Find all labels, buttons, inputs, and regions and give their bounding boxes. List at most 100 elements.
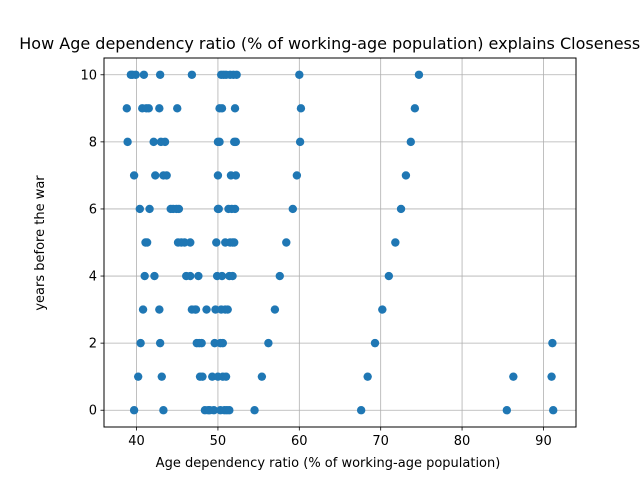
scatter-point <box>295 70 304 79</box>
scatter-point <box>282 238 291 247</box>
scatter-point <box>295 137 305 147</box>
scatter-point <box>223 305 232 314</box>
scatter-point <box>250 406 259 415</box>
scatter-point <box>384 271 394 281</box>
scatter-point <box>509 372 518 381</box>
scatter-point <box>221 372 231 381</box>
scatter-point <box>217 104 227 113</box>
scatter-point <box>173 104 182 113</box>
x-tick-label: 70 <box>372 434 389 449</box>
scatter-point <box>370 338 380 348</box>
scatter-points <box>122 70 558 415</box>
scatter-point <box>414 70 424 79</box>
scatter-point <box>129 171 139 180</box>
scatter-point <box>149 137 158 147</box>
scatter-point <box>122 104 131 113</box>
scatter-point <box>548 338 557 348</box>
scatter-point <box>129 406 139 415</box>
scatter-point <box>547 372 556 381</box>
scatter-point <box>136 338 145 348</box>
scatter-point <box>155 104 164 113</box>
scatter-point <box>230 104 240 113</box>
scatter-point <box>218 338 228 348</box>
scatter-point <box>232 70 241 79</box>
scatter-point <box>135 204 145 214</box>
scatter-point <box>140 271 149 281</box>
x-axis-label: Age dependency ratio (% of working-age p… <box>156 456 501 471</box>
scatter-point <box>406 137 415 147</box>
scatter-point <box>139 70 149 79</box>
scatter-point <box>174 204 184 214</box>
scatter-point <box>155 338 165 348</box>
x-tick-label: 80 <box>454 434 471 449</box>
scatter-point <box>197 338 206 348</box>
scatter-point <box>231 171 241 180</box>
x-tick-label: 60 <box>291 434 308 449</box>
scatter-point <box>410 104 420 113</box>
scatter-point <box>194 271 203 281</box>
y-tick-label: 4 <box>89 270 97 285</box>
plot-frame <box>103 57 577 428</box>
axis-ticks: 40 50 60 70 80 90 0 2 4 6 8 10 <box>80 68 551 449</box>
scatter-point <box>401 171 411 180</box>
scatter-point <box>288 204 297 214</box>
y-tick-label: 8 <box>89 135 97 150</box>
scatter-point <box>187 70 197 79</box>
scatter-point <box>363 372 372 381</box>
scatter-point <box>155 70 165 79</box>
scatter-point <box>502 406 512 415</box>
scatter-point <box>150 271 159 281</box>
scatter-point <box>162 171 171 180</box>
scatter-point <box>292 171 302 180</box>
scatter-point <box>198 372 207 381</box>
scatter-point <box>133 372 143 381</box>
scatter-point <box>191 305 201 314</box>
scatter-point <box>230 204 240 214</box>
x-tick-label: 50 <box>210 434 227 449</box>
y-tick-label: 2 <box>89 337 97 352</box>
scatter-point <box>231 137 241 147</box>
y-axis-label: years before the war <box>33 175 48 311</box>
scatter-point <box>123 137 132 147</box>
scatter-point <box>145 204 154 214</box>
scatter-point <box>396 204 406 214</box>
scatter-point <box>391 238 400 247</box>
scatter-point <box>228 271 237 281</box>
scatter-point <box>270 305 280 314</box>
scatter-point <box>142 238 152 247</box>
scatter-point <box>212 238 221 247</box>
x-tick-label: 90 <box>535 434 552 449</box>
y-tick-label: 6 <box>89 202 97 217</box>
scatter-point <box>138 305 148 314</box>
scatter-point <box>230 238 239 247</box>
scatter-point <box>215 137 224 147</box>
scatter-point <box>275 271 284 281</box>
x-tick-label: 40 <box>128 434 145 449</box>
chart-title: How Age dependency ratio (% of working-a… <box>19 34 640 53</box>
scatter-point <box>225 406 234 415</box>
scatter-point <box>151 171 160 180</box>
scatter-point <box>131 70 140 79</box>
scatter-point <box>264 338 273 348</box>
scatter-point <box>186 271 195 281</box>
scatter-point <box>213 171 223 180</box>
scatter-point <box>214 204 223 214</box>
scatter-point <box>549 406 558 415</box>
y-tick-label: 0 <box>89 404 97 419</box>
scatter-point <box>160 137 170 147</box>
scatter-point <box>159 406 168 415</box>
scatter-point <box>157 372 166 381</box>
scatter-point <box>378 305 387 314</box>
scatter-point <box>144 104 153 113</box>
scatter-point <box>202 305 211 314</box>
scatter-point <box>296 104 306 113</box>
scatter-point <box>155 305 164 314</box>
scatter-point <box>209 406 219 415</box>
scatter-point <box>186 238 195 247</box>
y-tick-label: 10 <box>80 68 97 83</box>
scatter-point <box>356 406 366 415</box>
scatter-point <box>257 372 267 381</box>
scatter-point <box>217 271 227 281</box>
